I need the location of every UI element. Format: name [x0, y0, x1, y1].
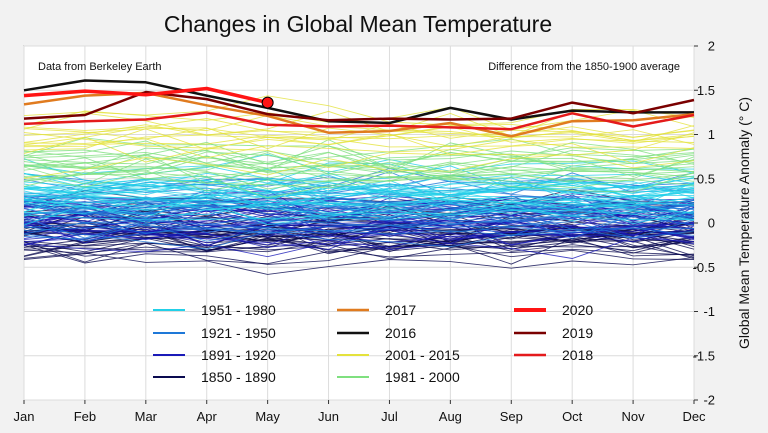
series-line-2016 [23, 79, 694, 125]
axes: Jan Feb Mar Apr May Jun Jul Aug Sep Oct Nov Dec 2 1.5… [14, 39, 715, 425]
legend-label: 2001 - 2015 [385, 347, 460, 363]
background-year-line [23, 132, 695, 156]
background-year-line [23, 237, 695, 259]
background-year-line [23, 190, 695, 211]
legend-label: 1951 - 1980 [201, 302, 276, 318]
legend-label: 2017 [385, 302, 416, 318]
background-year-line [23, 150, 695, 166]
legend-label: 2020 [562, 302, 593, 318]
latest-value-marker [261, 96, 274, 109]
legend-label: 2016 [385, 325, 416, 341]
x-tick-label: Mar [135, 409, 158, 424]
background-year-line [23, 155, 695, 182]
background-year-line [23, 177, 695, 202]
background-year-line [23, 196, 695, 217]
background-year-line [23, 241, 695, 260]
background-year-line [23, 141, 695, 176]
background-year-line [23, 171, 695, 193]
background-year-line [23, 125, 695, 148]
background-year-line [23, 138, 695, 159]
background-year-line [23, 174, 695, 198]
series-line-2018 [23, 111, 695, 131]
background-year-line [23, 172, 695, 199]
legend-label: 2018 [562, 347, 593, 363]
background-year-line [23, 170, 695, 192]
background-year-line [23, 142, 695, 174]
legend-label: 1891 - 1920 [201, 347, 276, 363]
background-year-line [23, 222, 695, 242]
y-tick-label: 2 [708, 39, 715, 54]
y-tick-label: -2 [703, 393, 715, 408]
y-axis-label: Global Mean Temperature Anomaly (° C) [736, 97, 752, 349]
y-tick-label: 0 [708, 216, 715, 231]
background-year-line [23, 191, 695, 219]
x-tick-label: Oct [562, 409, 583, 424]
highlight-year-lines [23, 79, 695, 138]
y-tick-label: -0.5 [693, 260, 715, 275]
legend: 1951 - 1980 1921 - 1950 1891 - 1920 1850 - … [153, 302, 593, 385]
background-year-line [23, 158, 695, 185]
background-year-line [23, 249, 695, 275]
background-year-line [23, 182, 695, 200]
background-year-line [23, 224, 695, 240]
x-tick-label: Feb [74, 409, 96, 424]
source-note: Data from Berkeley Earth [38, 61, 162, 73]
legend-label: 1921 - 1950 [201, 325, 276, 341]
y-tick-label: 1.5 [697, 83, 715, 98]
background-year-line [23, 153, 695, 179]
background-year-line [23, 139, 695, 172]
x-tick-label: Jul [381, 409, 398, 424]
background-year-line [23, 183, 694, 204]
background-year-line [23, 196, 695, 216]
legend-label: 2019 [562, 325, 593, 341]
background-year-line [23, 149, 695, 173]
background-year-line [23, 212, 695, 229]
legend-label: 1981 - 2000 [385, 369, 460, 385]
y-tick-label: 1 [708, 127, 715, 142]
background-year-line [23, 203, 695, 226]
background-year-lines [23, 95, 695, 275]
baseline-note: Difference from the 1850-1900 average [488, 61, 680, 73]
background-year-line [23, 123, 695, 150]
x-tick-label: Jun [318, 409, 339, 424]
background-year-line [23, 198, 695, 226]
y-tick-label: -1 [703, 304, 715, 319]
background-year-line [23, 224, 695, 250]
x-tick-label: Aug [439, 409, 462, 424]
y-tick-label: -1.5 [693, 348, 715, 363]
background-year-line [23, 219, 695, 239]
x-tick-label: Nov [622, 409, 646, 424]
background-year-line [23, 237, 695, 259]
background-year-line [23, 124, 695, 144]
background-year-line [23, 180, 695, 213]
chart-title: Changes in Global Mean Temperature [164, 11, 552, 37]
x-tick-label: Dec [682, 409, 706, 424]
background-year-line [23, 162, 695, 182]
background-year-line [23, 189, 695, 215]
background-year-line [23, 173, 695, 197]
y-tick-label: 0.5 [697, 171, 715, 186]
x-tick-label: Jan [14, 409, 35, 424]
x-tick-label: Apr [197, 409, 218, 424]
x-tick-label: Sep [500, 409, 523, 424]
legend-label: 1850 - 1890 [201, 369, 276, 385]
background-year-line [23, 216, 695, 239]
background-year-line [23, 211, 695, 241]
series-line-2020 [23, 86, 268, 105]
background-year-line [23, 95, 695, 126]
background-year-line [23, 195, 695, 221]
background-year-line [23, 202, 695, 237]
x-tick-label: May [255, 409, 280, 424]
